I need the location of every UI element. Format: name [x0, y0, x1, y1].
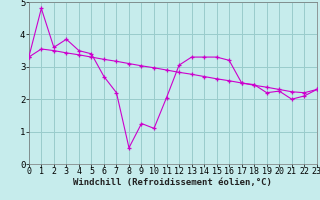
X-axis label: Windchill (Refroidissement éolien,°C): Windchill (Refroidissement éolien,°C) [73, 178, 272, 187]
